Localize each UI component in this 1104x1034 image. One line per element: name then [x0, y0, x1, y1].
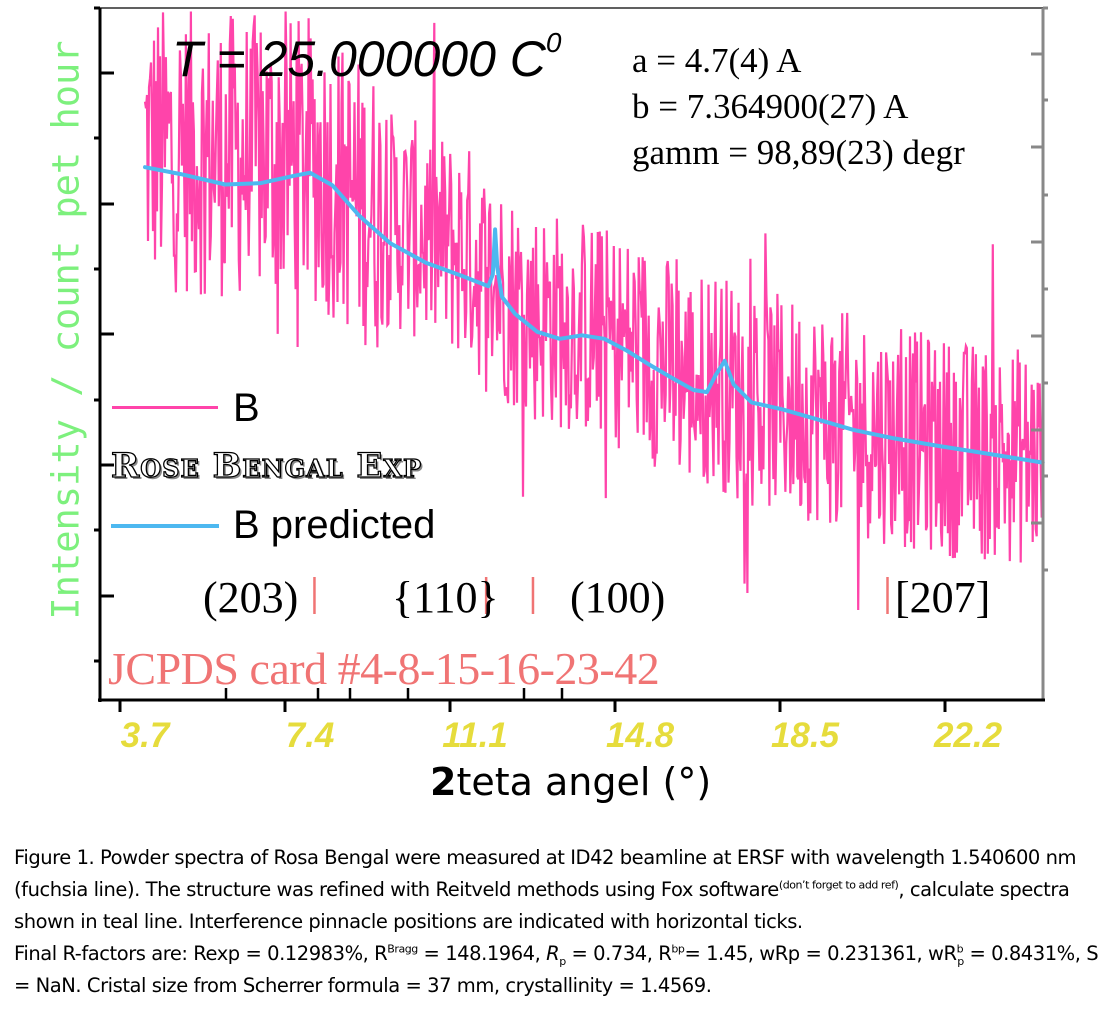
rp-value: = 0.734, R	[565, 942, 672, 965]
legend-swatch-b	[112, 406, 218, 409]
rbp-sup: bp	[671, 942, 685, 956]
legend-swatch-b-predicted	[111, 524, 219, 528]
rbp-value: = 1.45, wRp = 0.231361, wR	[684, 942, 957, 965]
x-tick-label: 14.8	[605, 716, 675, 755]
temperature-value: = 25.000000 C	[202, 31, 546, 87]
series-b-experimental	[143, 11, 1044, 611]
caption-text: Figure 1. Powder spectra of Rosa Bengal …	[14, 846, 1077, 901]
wrbp-value: = 0.8431%, S = NaN. Cristal size from Sc…	[14, 942, 1099, 997]
hkl-label-207: [207]	[895, 573, 991, 622]
hkl-label-203: (203)	[203, 573, 299, 622]
y-axis-title-text: Intensity / count pet hour	[44, 40, 88, 620]
temperature-annotation: T = 25.000000 C0	[172, 27, 562, 88]
rfactors-intro: Final R-factors are: Rexp = 0.12983%, R	[14, 942, 388, 965]
x-axis-title-prefix: 2	[430, 760, 457, 804]
hkl-label-100: (100)	[570, 573, 666, 622]
legend-label-b-predicted: B predicted	[233, 503, 436, 547]
r-bragg-value: = 148.1964,	[417, 942, 547, 965]
wrbp-sub: p	[957, 954, 964, 968]
reflection-markers	[313, 577, 889, 614]
param-gamma: gamm = 98,89(23) degr	[632, 133, 965, 172]
r-bragg-sup: Bragg	[387, 942, 418, 956]
caption-ref-note: (don’t forget to add ref)	[778, 878, 899, 892]
y-axis-title: Intensity / count pet hour	[18, 0, 88, 640]
caption-rfactors: Final R-factors are: Rexp = 0.12983%, RB…	[14, 938, 1099, 1002]
rp-sub: p	[559, 954, 566, 968]
chart-canvas	[94, 6, 1048, 712]
rp-label: R	[546, 942, 560, 965]
param-b: b = 7.364900(27) A	[632, 87, 909, 126]
temperature-symbol: T	[172, 31, 203, 87]
jcpds-card-annotation: JCPDS card #4-8-15-16-23-42	[108, 643, 660, 694]
series-b-line	[143, 11, 1044, 611]
x-axis-title: 2teta angel (°)	[430, 760, 711, 804]
lattice-parameters: a = 4.7(4) A b = 7.364900(27) A gamm = 9…	[632, 38, 965, 176]
hkl-label-110: {110}	[392, 573, 499, 622]
x-axis-title-text: teta angel (°)	[456, 760, 712, 804]
wrbp-sup: b	[956, 942, 964, 956]
x-tick-label: 7.4	[285, 716, 335, 755]
param-a: a = 4.7(4) A	[632, 41, 802, 80]
x-tick-label: 18.5	[770, 716, 840, 755]
x-tick-label: 3.7	[120, 716, 170, 755]
caption-paragraph-1: Figure 1. Powder spectra of Rosa Bengal …	[14, 842, 1099, 938]
axes	[94, 6, 1048, 712]
figure-caption: Figure 1. Powder spectra of Rosa Bengal …	[14, 842, 1099, 1002]
x-tick-label: 22.2	[933, 716, 1003, 755]
legend-label-b: B	[233, 386, 260, 430]
series-b-predicted	[143, 165, 1045, 465]
caption-text-rest: , calculate spectra shown in teal line. …	[14, 878, 1070, 933]
x-tick-label: 11.1	[442, 716, 508, 755]
legend-label-rose-bengal-exp: Rose Bengal Exp	[110, 445, 423, 486]
temperature-superscript: 0	[545, 27, 562, 59]
